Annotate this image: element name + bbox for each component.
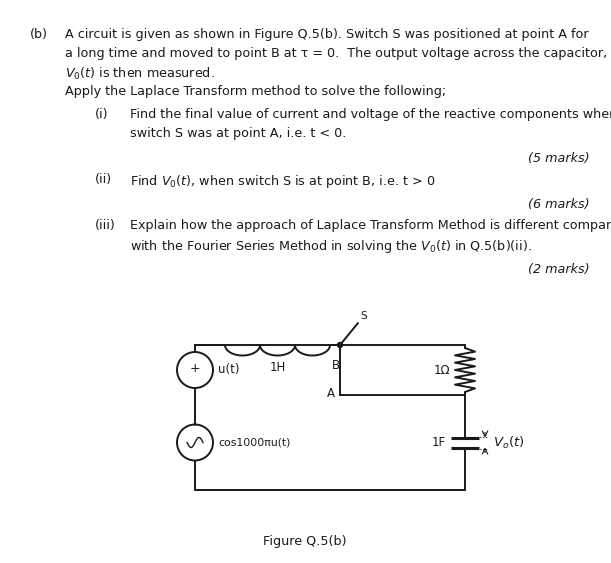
- Text: (ii): (ii): [95, 173, 112, 186]
- Text: u(t): u(t): [218, 364, 240, 377]
- Text: Explain how the approach of Laplace Transform Method is different compared: Explain how the approach of Laplace Tran…: [130, 219, 611, 232]
- Text: 1F: 1F: [432, 436, 446, 449]
- Circle shape: [337, 342, 343, 347]
- Text: $V_0(t)$ is then measured.: $V_0(t)$ is then measured.: [65, 66, 215, 82]
- Text: switch S was at point A, i.e. t < 0.: switch S was at point A, i.e. t < 0.: [130, 127, 346, 140]
- Text: (5 marks): (5 marks): [529, 152, 590, 165]
- Text: a long time and moved to point B at τ = 0.  The output voltage across the capaci: a long time and moved to point B at τ = …: [65, 47, 607, 60]
- Text: (i): (i): [95, 108, 109, 121]
- Text: with the Fourier Series Method in solving the $V_0(t)$ in Q.5(b)(ii).: with the Fourier Series Method in solvin…: [130, 238, 532, 255]
- Text: Apply the Laplace Transform method to solve the following;: Apply the Laplace Transform method to so…: [65, 85, 446, 98]
- Text: A circuit is given as shown in Figure Q.5(b). Switch S was positioned at point A: A circuit is given as shown in Figure Q.…: [65, 28, 588, 41]
- Text: (6 marks): (6 marks): [529, 198, 590, 211]
- Text: cos1000πu(t): cos1000πu(t): [218, 437, 290, 448]
- Text: B: B: [332, 359, 340, 372]
- Text: +: +: [189, 361, 200, 374]
- Text: Find $V_0(t)$, when switch S is at point B, i.e. t > 0: Find $V_0(t)$, when switch S is at point…: [130, 173, 436, 190]
- Text: Figure Q.5(b): Figure Q.5(b): [263, 535, 347, 548]
- Text: Find the final value of current and voltage of the reactive components when: Find the final value of current and volt…: [130, 108, 611, 121]
- Text: (b): (b): [30, 28, 48, 41]
- Text: 1H: 1H: [269, 361, 285, 374]
- Text: $V_o(t)$: $V_o(t)$: [493, 435, 524, 450]
- Text: S: S: [360, 311, 367, 321]
- Text: A: A: [327, 387, 335, 400]
- Text: (2 marks): (2 marks): [529, 263, 590, 276]
- Text: (iii): (iii): [95, 219, 115, 232]
- Text: 1Ω: 1Ω: [433, 364, 450, 377]
